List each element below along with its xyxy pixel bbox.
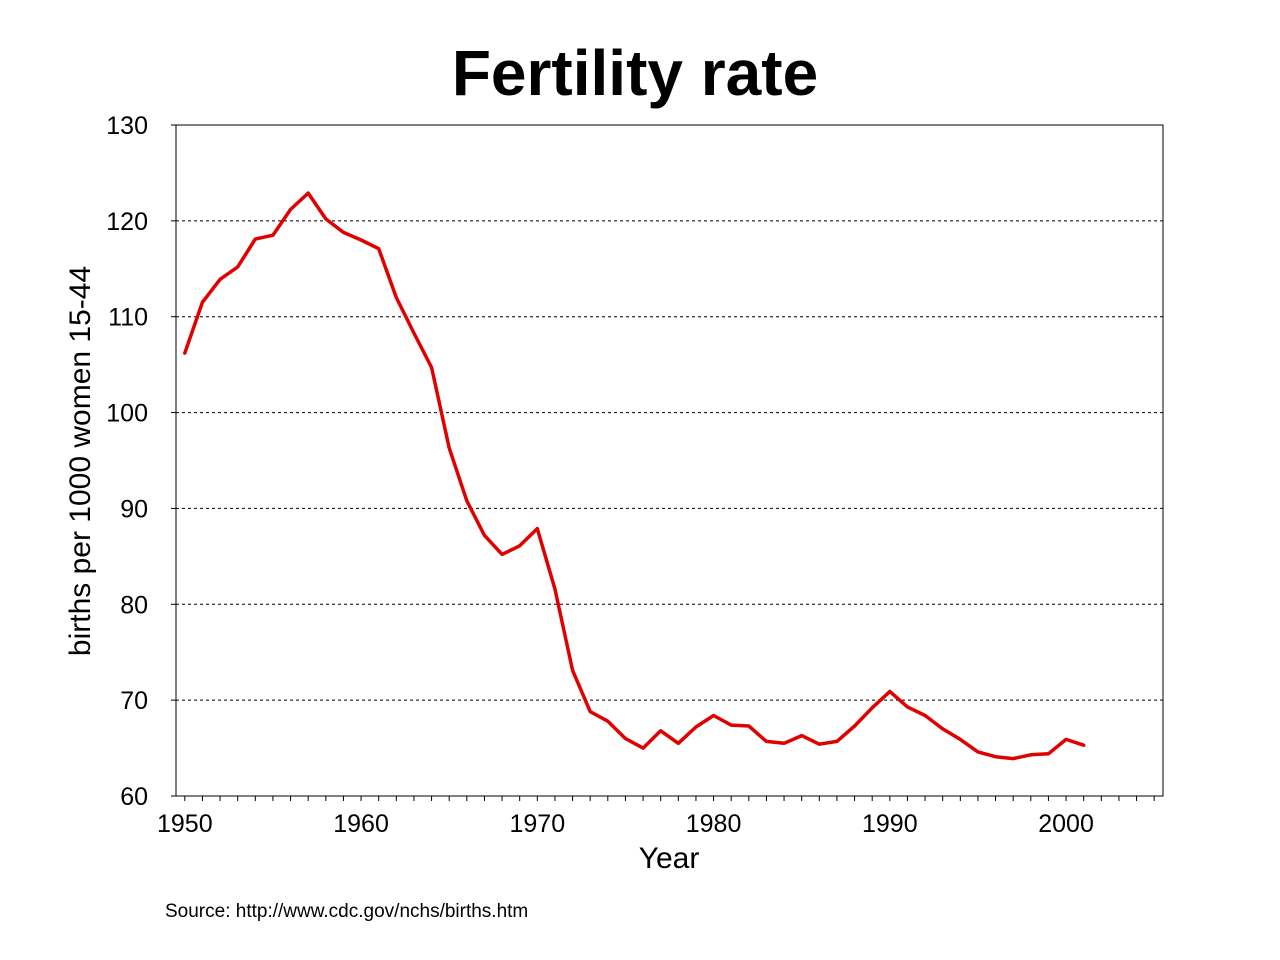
series-line-0 [183,191,1086,761]
y-tick-label-70: 70 [120,687,148,715]
x-tick-label-1990: 1990 [862,810,918,838]
grid-lines [176,220,1163,701]
y-tick-labels: 60 70 80 90 100 110 120 130 [106,112,148,811]
x-tick-label-1970: 1970 [510,810,566,838]
axis-ticks [171,124,1155,801]
x-axis-label: Year [639,842,700,875]
y-tick-label-100: 100 [106,400,148,428]
plot-area [175,124,1164,797]
y-tick-label-120: 120 [106,208,148,236]
x-tick-labels: 1950 1960 1970 1980 1990 2000 [157,810,1094,838]
y-tick-label-130: 130 [106,112,148,140]
series-group [183,191,1086,761]
y-tick-label-60: 60 [120,783,148,811]
y-tick-label-80: 80 [120,591,148,619]
chart-title: Fertility rate [451,37,819,109]
x-tick-label-1950: 1950 [157,810,213,838]
y-tick-label-110: 110 [108,304,148,332]
y-tick-label-90: 90 [120,495,148,523]
source-note: Source: http://www.cdc.gov/nchs/births.h… [165,901,529,922]
x-tick-label-1980: 1980 [686,810,742,838]
x-tick-label-2000: 2000 [1038,810,1094,838]
x-tick-label-1960: 1960 [333,810,389,838]
y-axis-label: births per 1000 women 15-44 [64,266,97,656]
